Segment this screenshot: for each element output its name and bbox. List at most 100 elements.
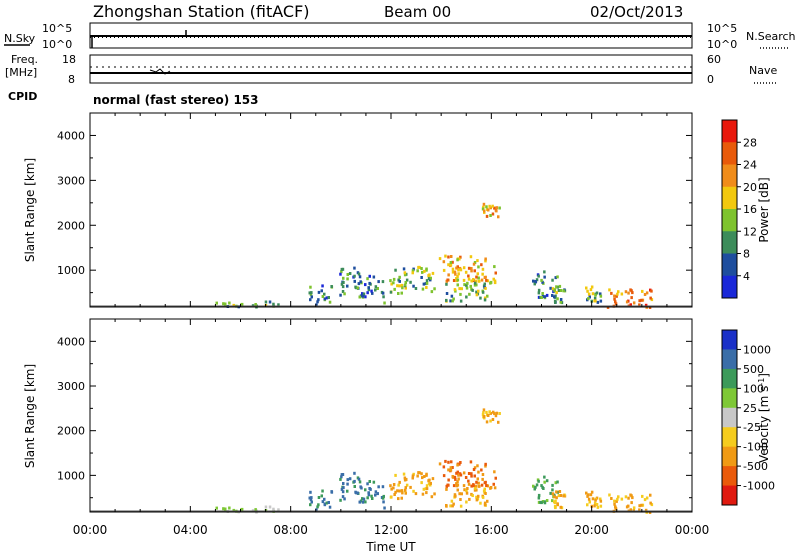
scatter-cell xyxy=(396,284,399,288)
scatter-cell xyxy=(469,284,472,288)
scatter-cell xyxy=(593,296,597,300)
scatter-cell xyxy=(315,303,318,307)
scatter-cell xyxy=(421,476,424,480)
scatter-cell xyxy=(485,410,488,414)
scatter-cell xyxy=(353,266,356,270)
scatter-cell xyxy=(264,505,268,509)
scatter-cell xyxy=(321,295,325,298)
scatter-cell xyxy=(588,500,591,504)
scatter-cell xyxy=(446,483,449,487)
scatter-cell xyxy=(483,503,487,507)
scatter-cell xyxy=(403,271,407,275)
scatter-cell xyxy=(537,500,541,504)
scatter-cell xyxy=(374,490,378,494)
scatter-cell xyxy=(641,289,644,293)
scatter-cell xyxy=(368,487,371,490)
scatter-cell xyxy=(638,303,641,307)
scatter-cell xyxy=(447,460,450,464)
scatter-cell xyxy=(396,489,399,493)
scatter-cell xyxy=(420,267,423,270)
scatter-cell xyxy=(483,282,486,286)
scatter-cell xyxy=(488,204,491,208)
scatter-cell xyxy=(551,278,554,282)
scatter-cell xyxy=(445,487,448,491)
scatter-cell xyxy=(272,507,275,511)
scatter-cell xyxy=(309,503,312,507)
scatter-cell xyxy=(377,485,380,489)
scatter-cell xyxy=(356,286,359,290)
y-tick-label: 2000 xyxy=(57,219,85,232)
scatter-cell xyxy=(310,496,313,500)
scatter-cell xyxy=(309,285,312,289)
scatter-cell xyxy=(554,294,557,298)
scatter-cell xyxy=(398,275,401,279)
scatter-cell xyxy=(610,497,613,500)
scatter-cell xyxy=(638,508,641,512)
scatter-cell xyxy=(367,286,370,290)
colorbar-tick-label: 25 xyxy=(743,402,757,415)
scatter-cell xyxy=(451,299,454,303)
scatter-cell xyxy=(491,212,495,216)
scatter-cell xyxy=(412,284,415,288)
scatter-cell xyxy=(587,297,590,301)
scatter-cell xyxy=(457,473,460,477)
scatter-cell xyxy=(398,279,401,283)
scatter-cell xyxy=(624,290,628,294)
scatter-cell xyxy=(617,290,620,294)
scatter-cell xyxy=(593,504,596,508)
scatter-cell xyxy=(599,499,603,503)
scatter-cell xyxy=(472,468,476,471)
scatter-cell xyxy=(632,506,636,510)
scatter-cell xyxy=(553,295,556,299)
colorbar-tick-label: -1000 xyxy=(743,480,775,493)
scatter-cell xyxy=(348,477,352,481)
scatter-cell xyxy=(489,419,492,423)
scatter-cell xyxy=(480,483,484,487)
scatter-cell xyxy=(476,464,479,468)
scatter-cell xyxy=(397,292,400,295)
scatter-cell xyxy=(559,289,563,292)
scatter-cell xyxy=(480,263,483,267)
scatter-cell xyxy=(341,490,345,494)
scatter-cell xyxy=(409,280,412,284)
scatter-cell xyxy=(476,259,479,263)
scatter-cell xyxy=(543,475,546,479)
scatter-cell xyxy=(493,470,496,474)
scatter-cell xyxy=(641,494,644,498)
scatter-cell xyxy=(558,284,562,288)
scatter-cell xyxy=(556,480,559,484)
scatter-cell xyxy=(475,488,478,492)
scatter-cell xyxy=(470,267,473,270)
scatter-cell xyxy=(346,277,349,281)
scatter-cell xyxy=(438,257,442,261)
scatter-cell xyxy=(457,268,460,272)
scatter-cell xyxy=(328,300,332,304)
scatter-cell xyxy=(353,279,356,283)
scatter-cell xyxy=(485,214,489,218)
scatter-cell xyxy=(425,281,429,285)
scatter-cell xyxy=(339,293,342,297)
scatter-cell xyxy=(462,278,466,282)
scatter-cell xyxy=(452,279,456,282)
scatter-cell xyxy=(392,277,396,281)
title: Zhongshan Station (fitACF) xyxy=(93,2,310,21)
scatter-cell xyxy=(317,298,320,302)
scatter-cell xyxy=(481,477,484,481)
scatter-cell xyxy=(401,491,404,495)
scatter-cell xyxy=(588,295,591,299)
scatter-cell xyxy=(340,475,343,479)
scatter-cell xyxy=(481,290,485,294)
scatter-cell xyxy=(467,472,471,475)
scatter-cell xyxy=(468,292,471,296)
scatter-cell xyxy=(483,501,487,505)
scatter-cell xyxy=(389,279,392,283)
scatter-cell xyxy=(614,302,618,306)
noise-search-label: N.Search xyxy=(746,30,796,43)
scatter-cell xyxy=(482,205,485,209)
power-cbar-label: Power [dB] xyxy=(757,177,771,242)
scatter-cell xyxy=(587,493,590,497)
scatter-cell xyxy=(364,500,367,504)
scatter-cell xyxy=(232,508,235,512)
scatter-cell xyxy=(485,420,489,424)
scatter-cell xyxy=(412,489,415,493)
